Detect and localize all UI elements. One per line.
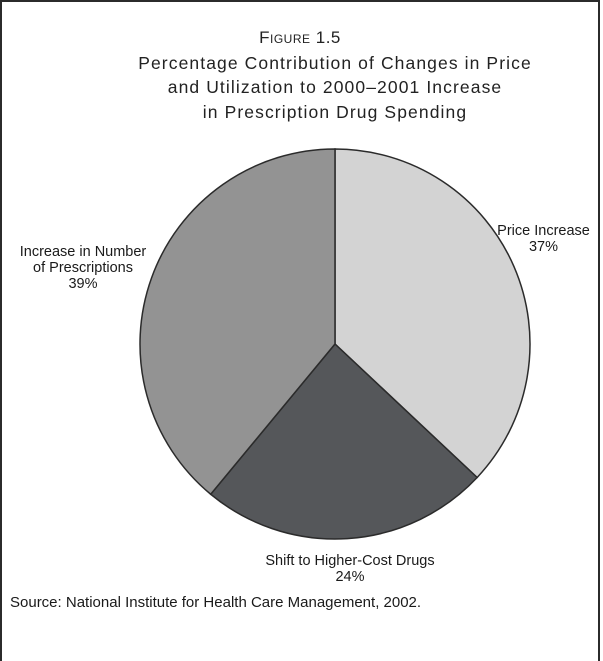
slice-percent: 24%	[335, 569, 365, 585]
slice-label-text: Price Increase	[497, 223, 590, 239]
slice-label-text: of Prescriptions	[33, 260, 133, 276]
pie-slice-0	[334, 148, 531, 479]
chart-title-line-3: in Prescription Drug Spending	[202, 102, 468, 122]
slice-label-text: Increase in Number	[19, 244, 147, 260]
slice-label-shift-to-higher-cost-drugs: Shift to Higher-Cost Drugs 24%	[255, 553, 445, 585]
figure-label: Figure 1.5	[259, 28, 341, 47]
slice-label-text: Shift to Higher-Cost Drugs	[265, 553, 435, 569]
chart-title-line-2: and Utilization to 2000–2001 Increase	[167, 77, 503, 97]
slice-label-increase-in-number-of-prescriptions: Increase in Number of Prescriptions 39%	[8, 244, 158, 292]
pie-slice-2	[139, 148, 336, 496]
chart-title-line-1: Percentage Contribution of Changes in Pr…	[138, 53, 532, 73]
slice-percent: 39%	[68, 276, 98, 292]
source-note: Source: National Institute for Health Ca…	[10, 594, 422, 611]
slice-percent: 37%	[528, 239, 559, 255]
slice-label-price-increase: Price Increase 37%	[476, 223, 603, 255]
pie-slice-1	[209, 342, 479, 540]
